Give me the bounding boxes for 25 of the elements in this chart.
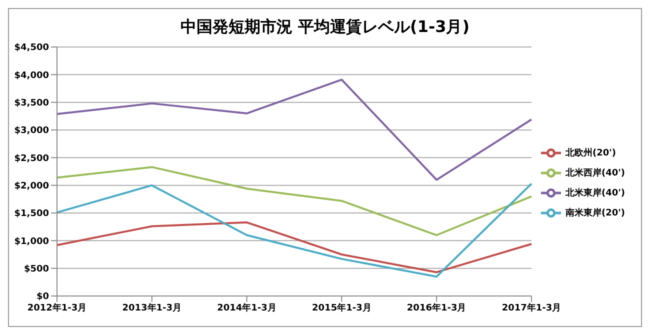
y-tick-label: $4,000 <box>14 70 49 81</box>
x-tick-label: 2015年1-3月 <box>312 302 372 314</box>
y-tick-label: $2,500 <box>14 154 49 164</box>
line-series <box>56 78 532 181</box>
y-tick-label: $3,000 <box>14 126 49 136</box>
line-series <box>56 182 532 278</box>
legend-label: 南米東岸(20') <box>565 208 625 218</box>
y-tick-label: $1,000 <box>14 236 49 247</box>
y-tick-label: $500 <box>24 264 49 275</box>
x-tick-label: 2012年1-3月 <box>27 302 87 314</box>
y-tick-label: $3,500 <box>14 98 49 109</box>
line-series <box>56 221 532 274</box>
legend-label: 北米西岸(40') <box>565 168 625 178</box>
chart-title: 中国発短期市況 平均運賃レベル(1-3月) <box>179 17 471 38</box>
x-tick-label: 2014年1-3月 <box>217 302 276 314</box>
x-tick-label: 2016年1-3月 <box>406 302 466 314</box>
y-tick-label: $0 <box>36 292 49 302</box>
x-tick-label: 2017年1-3月 <box>502 302 562 314</box>
y-tick-label: $4,500 <box>14 43 49 54</box>
line-series <box>56 166 532 236</box>
legend-label: 北欧州(20') <box>565 148 616 158</box>
y-tick-label: $2,000 <box>14 182 49 192</box>
x-tick-label: 2013年1-3月 <box>122 302 182 314</box>
legend-label: 北米東岸(40') <box>565 188 625 198</box>
y-tick-label: $1,500 <box>14 209 49 220</box>
